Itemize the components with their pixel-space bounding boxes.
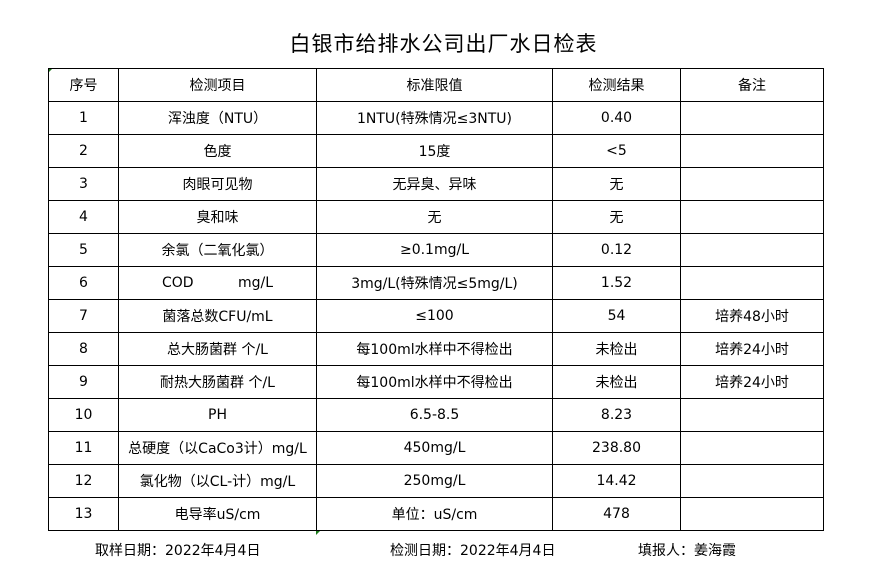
table-cell	[680, 233, 824, 267]
table-cell: 每100ml水样中不得检出	[316, 332, 553, 366]
test-date: 检测日期：2022年4月4日	[390, 543, 556, 559]
table-cell: 8	[48, 332, 119, 366]
table-cell: 总硬度（以CaCo3计）mg/L	[118, 431, 317, 465]
table-cell: 臭和味	[118, 200, 317, 234]
table-row: 6 COD mg/L 3mg/L(特殊情况≤5mg/L) 1.52	[48, 266, 824, 300]
table-cell: 无	[552, 167, 681, 201]
table-cell: 9	[48, 365, 119, 399]
table-cell: 0.40	[552, 101, 681, 135]
table-cell: 电导率uS/cm	[118, 497, 317, 531]
table-cell: 3	[48, 167, 119, 201]
table-cell: 1	[48, 101, 119, 135]
table-cell: 菌落总数CFU/mL	[118, 299, 317, 333]
table-row: 10 PH 6.5-8.5 8.23	[48, 398, 824, 432]
table-cell: 3mg/L(特殊情况≤5mg/L)	[316, 266, 553, 300]
table-cell: 238.80	[552, 431, 681, 465]
table-cell: 单位：uS/cm	[316, 497, 553, 531]
table-cell: 无	[552, 200, 681, 234]
table-row: 7 菌落总数CFU/mL ≤100 54 培养48小时	[48, 299, 824, 333]
table-cell: 250mg/L	[316, 464, 553, 498]
table-cell: COD mg/L	[118, 266, 317, 300]
header-cell: 检测结果	[552, 68, 681, 102]
table-cell: 培养48小时	[680, 299, 824, 333]
table-cell: 7	[48, 299, 119, 333]
table-row: 9 耐热大肠菌群 个/L 每100ml水样中不得检出 未检出 培养24小时	[48, 365, 824, 399]
table-cell: 13	[48, 497, 119, 531]
table-row: 8 总大肠菌群 个/L 每100ml水样中不得检出 未检出 培养24小时	[48, 332, 824, 366]
table-cell: 总大肠菌群 个/L	[118, 332, 317, 366]
table-cell: ≤100	[316, 299, 553, 333]
table-cell	[680, 398, 824, 432]
table-row: 13 电导率uS/cm 单位：uS/cm 478	[48, 497, 824, 531]
table-cell: 6	[48, 266, 119, 300]
table-cell: 1.52	[552, 266, 681, 300]
table-cell: 1NTU(特殊情况≤3NTU)	[316, 101, 553, 135]
table-cell: 12	[48, 464, 119, 498]
table-cell: 耐热大肠菌群 个/L	[118, 365, 317, 399]
table-row: 3 肉眼可见物 无异臭、异味无	[48, 167, 824, 201]
table-cell: 每100ml水样中不得检出	[316, 365, 553, 399]
table-cell: 余氯（二氧化氯）	[118, 233, 317, 267]
table-cell	[680, 101, 824, 135]
header-cell: 标准限值	[316, 68, 553, 102]
table-row: 4 臭和味无无	[48, 200, 824, 234]
table-cell: 14.42	[552, 464, 681, 498]
table-cell: 无异臭、异味	[316, 167, 553, 201]
table-cell: 10	[48, 398, 119, 432]
cell-marker	[316, 530, 321, 535]
sampling-date: 取样日期：2022年4月4日	[95, 543, 261, 559]
table-cell: 54	[552, 299, 681, 333]
table-cell	[680, 266, 824, 300]
table-row: 11 总硬度（以CaCo3计）mg/L 450mg/L 238.80	[48, 431, 824, 465]
table-cell: 氯化物（以CL-计）mg/L	[118, 464, 317, 498]
table-cell: 浑浊度（NTU）	[118, 101, 317, 135]
table-cell: 478	[552, 497, 681, 531]
table-cell: 0.12	[552, 233, 681, 267]
table-cell: 5	[48, 233, 119, 267]
table-cell: 4	[48, 200, 119, 234]
table-row: 12 氯化物（以CL-计）mg/L 250mg/L 14.42	[48, 464, 824, 498]
table-cell	[680, 134, 824, 168]
page-title: 白银市给排水公司出厂水日检表	[289, 32, 598, 56]
table-cell	[680, 464, 824, 498]
table-row: 1 浑浊度（NTU） 1NTU(特殊情况≤3NTU) 0.40	[48, 101, 824, 135]
table-row: 2 色度 15度 <5	[48, 134, 824, 168]
table-cell: 培养24小时	[680, 365, 824, 399]
table-cell	[680, 167, 824, 201]
table-cell: 未检出	[552, 365, 681, 399]
header-row: 序号 检测项目 标准限值 检测结果 备注	[48, 68, 824, 102]
table-cell: 2	[48, 134, 119, 168]
table-cell: 15度	[316, 134, 553, 168]
table-cell: 8.23	[552, 398, 681, 432]
table-cell: 肉眼可见物	[118, 167, 317, 201]
table-cell	[680, 431, 824, 465]
table-cell: <5	[552, 134, 681, 168]
header-cell: 检测项目	[118, 68, 317, 102]
inspection-table: 序号 检测项目 标准限值 检测结果 备注 1 浑浊度（NTU） 1NTU(特殊情况≤…	[48, 68, 824, 531]
table-cell: 培养24小时	[680, 332, 824, 366]
table-cell: 未检出	[552, 332, 681, 366]
table-cell	[680, 497, 824, 531]
reporter: 填报人：姜海霞	[638, 543, 736, 559]
table-cell: 无	[316, 200, 553, 234]
table-cell: ≥0.1mg/L	[316, 233, 553, 267]
table-cell: 6.5-8.5	[316, 398, 553, 432]
table-cell: 450mg/L	[316, 431, 553, 465]
table-cell: PH	[118, 398, 317, 432]
table-cell: 11	[48, 431, 119, 465]
table-cell	[680, 200, 824, 234]
header-cell: 序号	[48, 68, 119, 102]
table-cell: 色度	[118, 134, 317, 168]
header-cell: 备注	[680, 68, 824, 102]
table-row: 5 余氯（二氧化氯） ≥0.1mg/L 0.12	[48, 233, 824, 267]
